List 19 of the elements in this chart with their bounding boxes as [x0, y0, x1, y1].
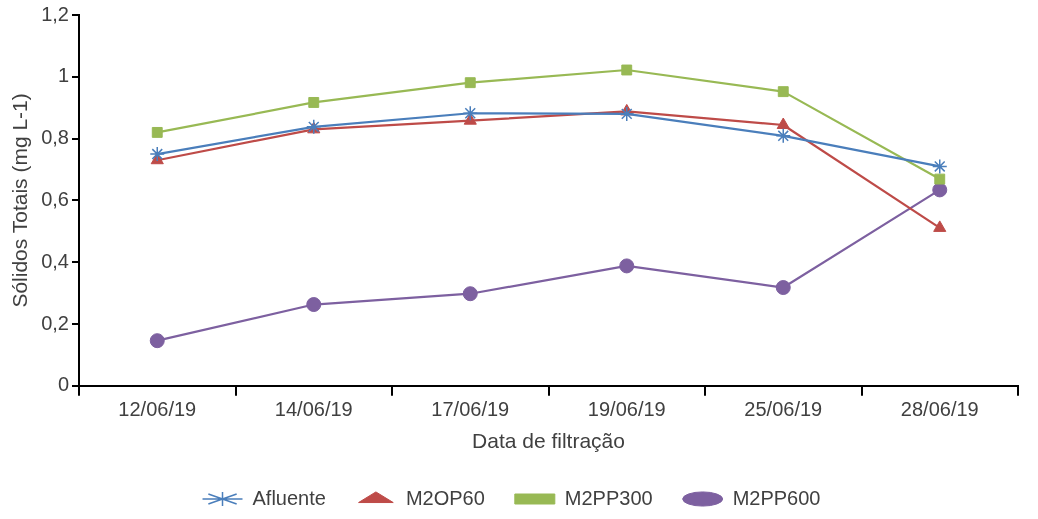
x-tick-label: 12/06/19 [118, 398, 197, 421]
y-tick-label: 0,2 [41, 311, 69, 334]
legend-label: M2PP600 [732, 486, 821, 509]
legend-label: Afluente [252, 486, 326, 509]
x-tick-label: 19/06/19 [587, 398, 666, 421]
x-axis-title: Data de filtração [472, 429, 625, 453]
y-tick-label: 0,6 [41, 187, 69, 210]
y-axis-title: Sólidos Totais (mg L-1) [8, 93, 32, 308]
x-tick-label: 17/06/19 [431, 398, 510, 421]
x-tick-label: 28/06/19 [900, 398, 979, 421]
y-tick-label: 1 [57, 64, 69, 87]
y-tick-label: 0,8 [41, 126, 69, 149]
x-tick-label: 25/06/19 [744, 398, 823, 421]
legend-label: M2OP60 [405, 486, 485, 509]
x-tick-label: 14/06/19 [274, 398, 353, 421]
y-tick-label: 0,4 [41, 249, 69, 272]
y-tick-label: 1,2 [41, 2, 69, 25]
legend-label: M2PP300 [564, 486, 653, 509]
y-tick-label: 0 [57, 373, 69, 396]
